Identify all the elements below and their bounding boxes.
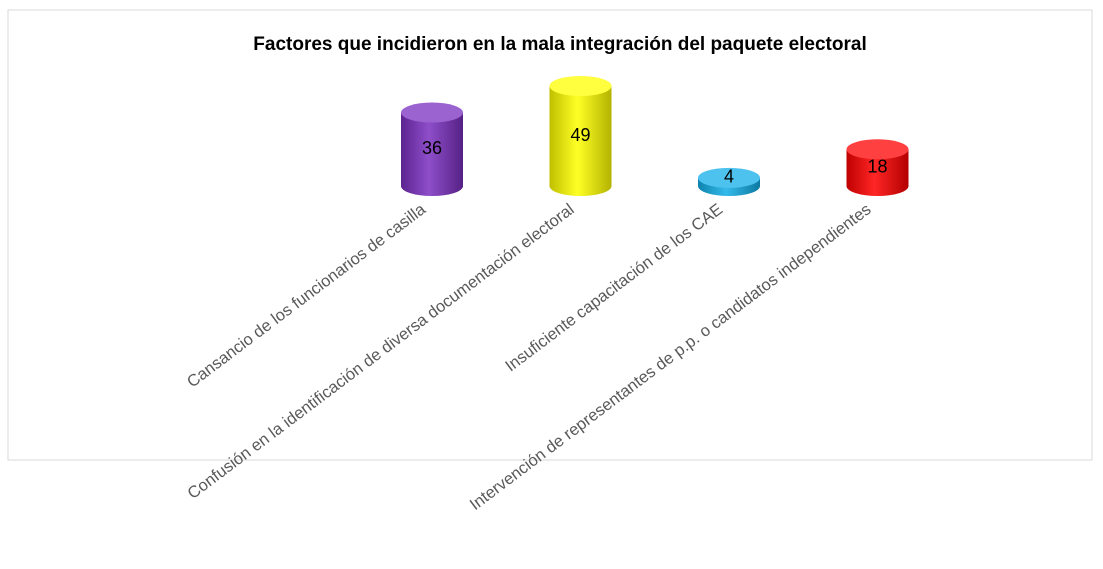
data-label: 4: [724, 167, 734, 187]
bar-top: [549, 76, 612, 96]
bar: [549, 86, 612, 196]
chart-title: Factores que incidieron en la mala integ…: [253, 34, 866, 55]
bar-top: [401, 102, 463, 123]
bar-top: [698, 167, 760, 188]
bar-top: [846, 139, 909, 160]
bar: [846, 149, 909, 196]
data-label: 18: [867, 156, 887, 176]
data-label: 49: [570, 125, 590, 145]
data-label: 36: [422, 138, 442, 158]
bar: [401, 112, 463, 196]
